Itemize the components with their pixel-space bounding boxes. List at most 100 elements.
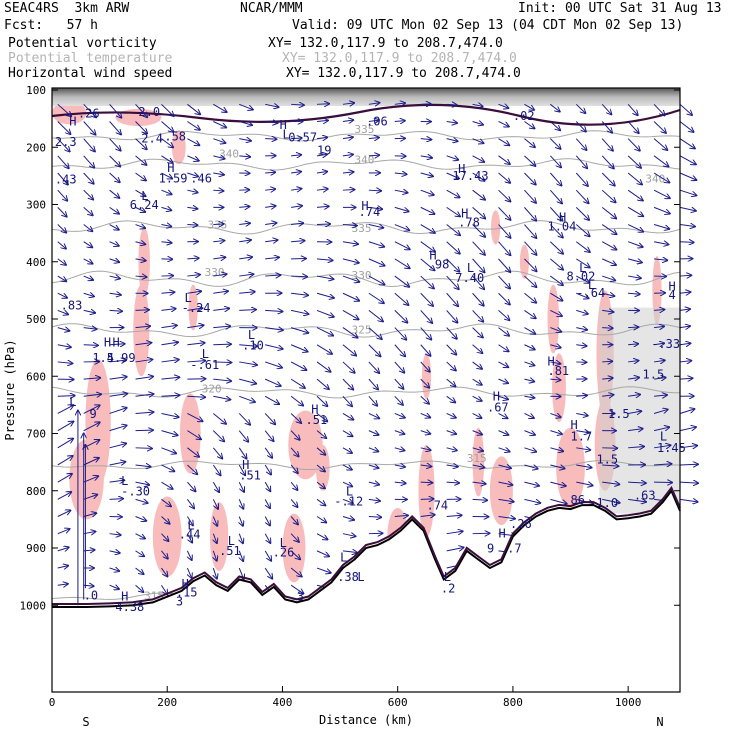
wind-vector-149 xyxy=(679,189,696,195)
wind-vector-494 xyxy=(550,431,561,435)
wind-vector-402 xyxy=(109,377,127,379)
wind-vector-657 xyxy=(264,567,272,579)
wind-vector-522 xyxy=(628,446,644,447)
pv-label-70: .26 xyxy=(510,517,532,531)
pv-shade-10 xyxy=(282,513,306,583)
pv-label-75: .7 xyxy=(507,542,521,556)
wind-vector-320 xyxy=(576,310,588,314)
wind-vector-41 xyxy=(472,121,483,124)
wind-vector-40 xyxy=(446,121,457,123)
wind-vector-117 xyxy=(498,172,511,183)
wind-vector-507 xyxy=(238,447,246,459)
wind-vector-445 xyxy=(576,395,587,396)
wind-vector-4 xyxy=(161,103,173,116)
wind-vector-532 xyxy=(238,464,245,475)
wind-vector-612 xyxy=(368,517,381,518)
wind-vector-495 xyxy=(576,431,589,433)
wind-vector-638 xyxy=(135,550,145,556)
wind-vector-315 xyxy=(446,310,458,322)
wind-vector-345 xyxy=(576,328,587,330)
wind-vector-211 xyxy=(342,242,358,244)
wind-vector-377 xyxy=(109,360,126,362)
wind-vector-419 xyxy=(550,379,560,380)
wind-vector-89 xyxy=(420,156,432,158)
wind-vector-75 xyxy=(57,155,69,168)
theta-label-1: 340 xyxy=(354,153,374,166)
wind-vector-37 xyxy=(368,120,379,121)
pv-label-22: H xyxy=(461,207,468,221)
theta-label-7: 325 xyxy=(352,323,372,336)
wind-vector-387 xyxy=(368,361,379,373)
wind-vector-27 xyxy=(109,121,121,134)
wind-vector-245 xyxy=(576,258,589,268)
wind-vector-206 xyxy=(213,241,224,242)
wind-vector-14 xyxy=(420,104,431,105)
wind-vector-342 xyxy=(498,327,510,336)
wind-vector-300 xyxy=(57,310,68,314)
wind-vector-529 xyxy=(161,464,174,471)
wind-vector-385 xyxy=(316,361,330,372)
wind-vector-141 xyxy=(472,189,485,199)
pv-label-32: L xyxy=(588,278,595,292)
pv-label-24: H xyxy=(559,211,566,225)
wind-vector-218 xyxy=(524,241,536,255)
pv-label-91: .0 xyxy=(84,589,98,603)
wind-vector-442 xyxy=(498,396,509,399)
wind-vector-284 xyxy=(291,293,308,295)
pv-label-23: .78 xyxy=(458,215,480,229)
wind-vector-421 xyxy=(602,378,612,379)
wind-vector-543 xyxy=(524,465,537,469)
wind-vector-572 xyxy=(628,482,646,483)
wind-vector-77 xyxy=(109,155,121,167)
pv-label-40: H xyxy=(112,335,119,349)
wind-vector-80 xyxy=(187,155,198,161)
plot-frame xyxy=(51,87,681,693)
wind-vector-629 xyxy=(316,533,327,540)
wind-vector-71 xyxy=(601,138,613,151)
wind-vector-488 xyxy=(394,431,405,434)
wind-vector-209 xyxy=(291,241,304,242)
wind-vector-223 xyxy=(653,242,668,245)
wind-vector-536 xyxy=(342,464,352,470)
wind-vector-48 xyxy=(653,121,666,132)
wind-vector-62 xyxy=(368,138,379,139)
wind-vector-49 xyxy=(679,121,694,131)
pv-label-66: -.30 xyxy=(121,484,150,498)
wind-vector-429 xyxy=(161,395,179,396)
wind-vector-265 xyxy=(446,275,459,289)
pv-label-59: 1.7 xyxy=(571,429,593,443)
wind-vector-199 xyxy=(679,225,695,227)
wind-vector-99 xyxy=(679,155,696,165)
wind-vector-230 xyxy=(187,258,198,259)
wind-vector-375 xyxy=(57,362,73,363)
wind-vector-559 xyxy=(290,481,297,490)
wind-vector-461 xyxy=(342,413,353,419)
pv-label-48: H xyxy=(547,354,554,368)
wind-vector-546 xyxy=(602,465,618,466)
wind-vector-219 xyxy=(550,241,563,254)
theta-label-9: 315 xyxy=(467,452,487,465)
wind-vector-109 xyxy=(291,172,301,173)
wind-vector-9 xyxy=(291,104,304,105)
wind-vector-392 xyxy=(498,361,509,367)
wind-vector-7 xyxy=(239,103,253,109)
wind-vector-608 xyxy=(264,516,270,526)
wind-vector-515 xyxy=(446,448,457,451)
wind-vector-339 xyxy=(420,327,432,340)
wind-vector-275 xyxy=(57,292,67,298)
wind-vector-153 xyxy=(135,206,146,212)
theta-label-3: 335 xyxy=(208,219,228,232)
axes: 100 200 300 400 500 600 700 800 900 1000 0 200 400 60… xyxy=(20,84,680,709)
pv-label-93: .63 xyxy=(634,488,656,502)
wind-vector-212 xyxy=(368,241,384,247)
wind-vector-348 xyxy=(654,326,664,327)
pv-contour-upper xyxy=(51,103,681,126)
pv-label-26: H xyxy=(429,248,436,262)
wind-vector-270 xyxy=(576,275,589,283)
wind-vector-503 xyxy=(135,448,152,449)
wind-vector-147 xyxy=(627,189,643,200)
tropopause-band xyxy=(52,88,680,106)
wind-vector-418 xyxy=(524,379,534,381)
pv-label-1: .26 xyxy=(78,106,100,120)
wind-vector-493 xyxy=(524,430,534,435)
